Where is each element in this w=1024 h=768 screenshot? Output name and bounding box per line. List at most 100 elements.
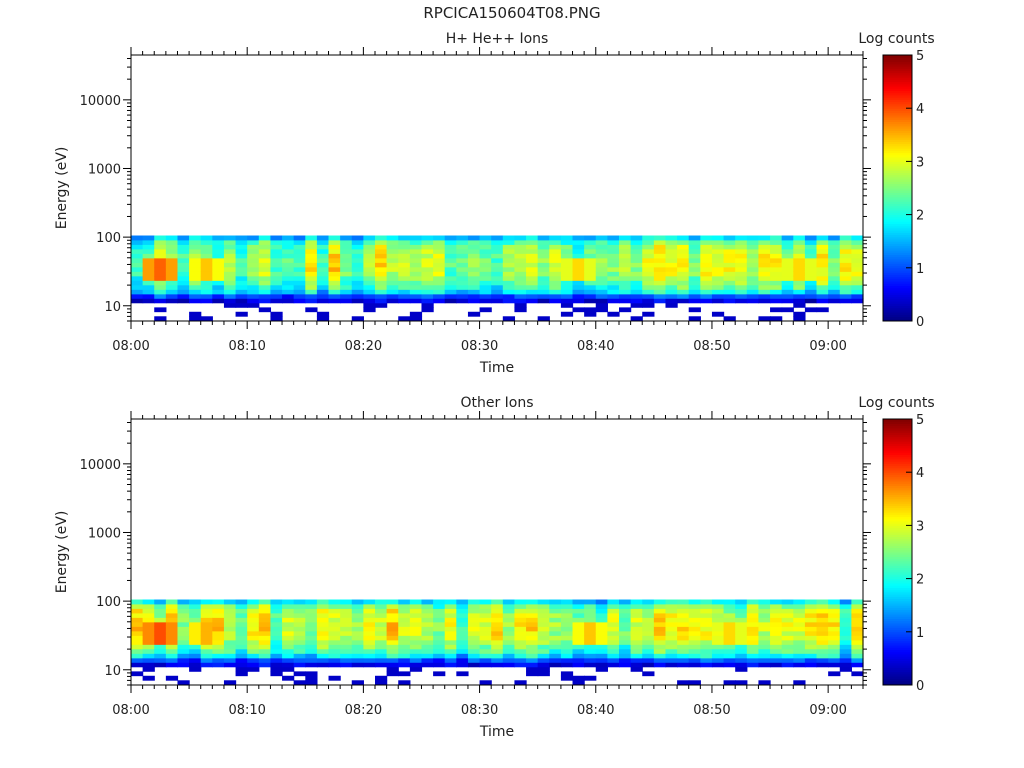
heatmap-cell [154, 612, 167, 618]
heatmap-cell [165, 612, 179, 618]
heatmap-cell [665, 262, 678, 268]
heatmap-cell [305, 266, 318, 272]
heatmap-cell [560, 653, 574, 659]
heatmap-cell [491, 626, 504, 632]
heatmap-cell [131, 240, 144, 245]
heatmap-cell [700, 662, 713, 668]
heatmap-cell [665, 617, 678, 623]
heatmap-cell [560, 275, 574, 281]
heatmap-cell [665, 653, 678, 659]
heatmap-cell [340, 612, 353, 618]
heatmap-cell [398, 262, 411, 268]
heatmap-cell [746, 266, 760, 272]
heatmap-cell [398, 635, 411, 641]
heatmap-cell [212, 253, 225, 259]
heatmap-cell [526, 244, 539, 250]
heatmap-cell [793, 680, 806, 686]
heatmap-cell [177, 293, 190, 299]
heatmap-cell [688, 635, 701, 641]
heatmap-cell [467, 271, 481, 277]
heatmap-cell [200, 248, 213, 254]
heatmap-cell [223, 298, 237, 304]
heatmap-cell [409, 244, 423, 250]
colorbar-segment [883, 625, 912, 628]
heatmap-cell [235, 671, 248, 677]
heatmap-cell [711, 608, 725, 614]
heatmap-cell [630, 666, 643, 672]
heatmap-cell [212, 235, 225, 241]
heatmap-cell [514, 248, 527, 254]
heatmap-cell [746, 630, 760, 636]
heatmap-cell [247, 240, 260, 245]
heatmap-cell [595, 639, 608, 645]
heatmap-cell [340, 280, 353, 286]
heatmap-cell [793, 630, 806, 636]
heatmap-cell [549, 639, 562, 645]
heatmap-cell [235, 298, 248, 304]
heatmap-cell [235, 599, 248, 605]
heatmap-cell [688, 289, 701, 295]
heatmap-cell [293, 626, 306, 632]
heatmap-cell [386, 612, 399, 618]
heatmap-cell [851, 604, 864, 609]
heatmap-cell [793, 644, 806, 650]
heatmap-cell [560, 644, 574, 650]
heatmap-cell [282, 293, 295, 299]
heatmap-cell [165, 630, 179, 636]
heatmap-cell [746, 639, 760, 645]
heatmap-cell [467, 248, 481, 254]
heatmap-cell [177, 298, 190, 304]
heatmap-cell [316, 248, 330, 254]
heatmap-cell [270, 293, 283, 299]
heatmap-cell [688, 316, 701, 322]
heatmap-cell [177, 599, 190, 605]
heatmap-cell [212, 644, 225, 650]
heatmap-cell [363, 608, 376, 614]
heatmap-cell [444, 271, 457, 277]
heatmap-cell [177, 266, 190, 272]
heatmap-cell [351, 680, 364, 686]
heatmap-cell [816, 639, 829, 645]
heatmap-cell [735, 248, 748, 254]
heatmap-cell [816, 271, 829, 277]
heatmap-cell [491, 599, 504, 605]
heatmap-cell [711, 248, 725, 254]
heatmap-cell [572, 621, 585, 627]
heatmap-cell [572, 653, 585, 659]
colorbar-segment [883, 423, 912, 427]
heatmap-cell [200, 657, 213, 663]
heatmap-cell [770, 617, 783, 623]
heatmap-cell [595, 612, 608, 618]
heatmap-cell [409, 604, 423, 609]
heatmap-cell [433, 630, 446, 636]
heatmap-cell [305, 289, 318, 295]
heatmap-cell [572, 612, 585, 618]
heatmap-cell [247, 599, 260, 605]
heatmap-cell [258, 617, 272, 623]
colorbar-segment [883, 214, 912, 218]
heatmap-cell [653, 293, 667, 299]
heatmap-cell [653, 648, 667, 654]
heatmap-cell [758, 621, 771, 627]
heatmap-cell [421, 657, 434, 663]
heatmap-cell [781, 648, 794, 654]
heatmap-cell [293, 266, 306, 272]
heatmap-cell [560, 608, 574, 614]
heatmap-cell [433, 657, 446, 663]
heatmap-cell [421, 639, 434, 645]
colorbar-segment [883, 591, 912, 595]
heatmap-cell [363, 302, 376, 308]
heatmap-cell [653, 248, 667, 254]
heatmap-cell [270, 262, 283, 268]
heatmap-cell [421, 298, 434, 304]
heatmap-cell [131, 599, 144, 605]
heatmap-cell [677, 621, 690, 627]
heatmap-cell [677, 680, 690, 686]
heatmap-cell [839, 599, 852, 605]
heatmap-cell [770, 253, 783, 259]
heatmap-cell [688, 612, 701, 618]
heatmap-cell [804, 289, 818, 295]
heatmap-cell [514, 626, 527, 632]
heatmap-cell [258, 644, 272, 650]
heatmap-cell [316, 648, 330, 654]
